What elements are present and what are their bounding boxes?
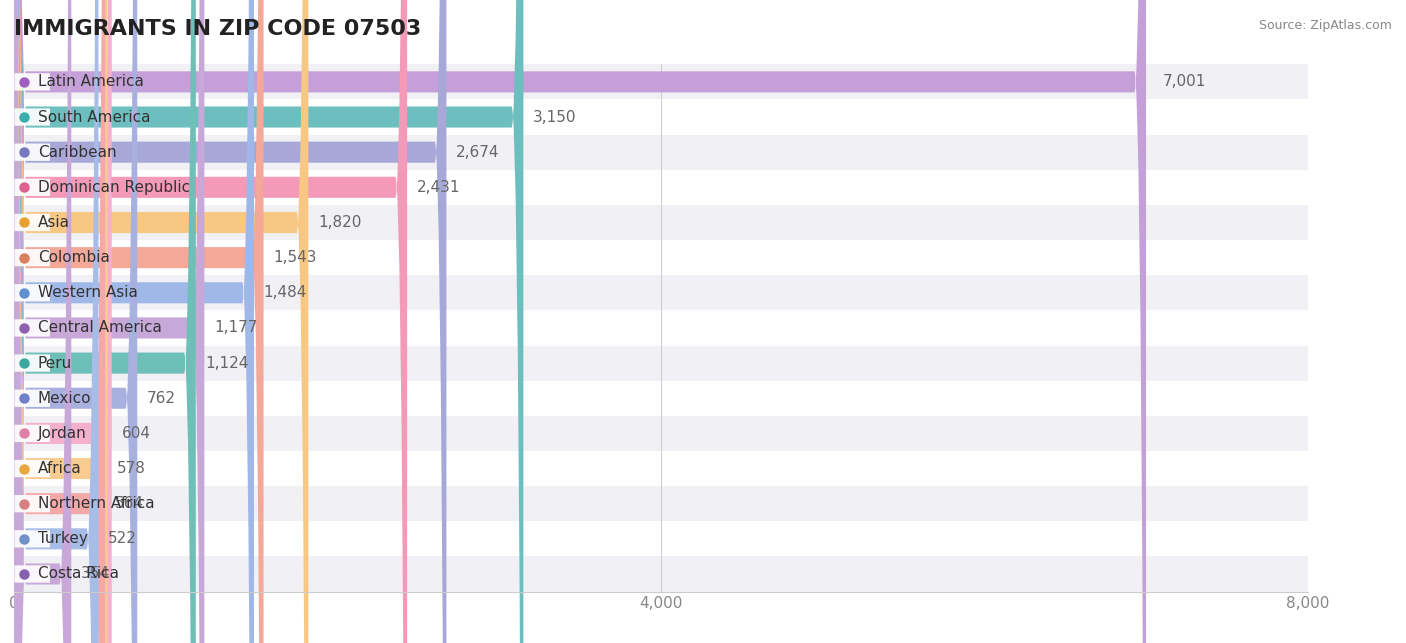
FancyBboxPatch shape (14, 0, 72, 643)
Text: Mexico: Mexico (38, 391, 91, 406)
Text: 522: 522 (108, 531, 136, 547)
Text: Northern Africa: Northern Africa (38, 496, 155, 511)
FancyBboxPatch shape (14, 390, 51, 407)
FancyBboxPatch shape (14, 565, 51, 583)
FancyBboxPatch shape (14, 0, 447, 643)
FancyBboxPatch shape (14, 0, 1146, 643)
Bar (14, 521, 1308, 556)
FancyBboxPatch shape (14, 0, 98, 643)
FancyBboxPatch shape (14, 354, 51, 372)
Bar (14, 240, 1308, 275)
Text: 564: 564 (115, 496, 143, 511)
Text: 3,150: 3,150 (533, 109, 576, 125)
Text: Costa Rica: Costa Rica (38, 566, 120, 581)
FancyBboxPatch shape (14, 143, 51, 161)
FancyBboxPatch shape (14, 214, 51, 231)
Text: Turkey: Turkey (38, 531, 87, 547)
Text: Asia: Asia (38, 215, 70, 230)
FancyBboxPatch shape (14, 284, 51, 302)
Text: 2,431: 2,431 (416, 180, 460, 195)
Text: 1,820: 1,820 (318, 215, 361, 230)
FancyBboxPatch shape (14, 0, 195, 643)
FancyBboxPatch shape (14, 425, 51, 442)
FancyBboxPatch shape (14, 0, 263, 643)
Text: 2,674: 2,674 (456, 145, 499, 159)
FancyBboxPatch shape (14, 0, 308, 643)
Bar (14, 311, 1308, 345)
FancyBboxPatch shape (14, 0, 111, 643)
Text: 1,177: 1,177 (214, 320, 257, 336)
Text: IMMIGRANTS IN ZIP CODE 07503: IMMIGRANTS IN ZIP CODE 07503 (14, 19, 422, 39)
Text: Source: ZipAtlas.com: Source: ZipAtlas.com (1258, 19, 1392, 32)
Text: 1,484: 1,484 (264, 285, 307, 300)
Bar (14, 416, 1308, 451)
Text: Africa: Africa (38, 461, 82, 476)
Bar (14, 134, 1308, 170)
Text: Central America: Central America (38, 320, 162, 336)
FancyBboxPatch shape (14, 460, 51, 477)
Bar (14, 100, 1308, 134)
Text: Jordan: Jordan (38, 426, 87, 441)
FancyBboxPatch shape (14, 0, 138, 643)
FancyBboxPatch shape (14, 0, 204, 643)
Bar (14, 205, 1308, 240)
Bar (14, 451, 1308, 486)
Text: 1,543: 1,543 (273, 250, 316, 265)
Text: 578: 578 (117, 461, 146, 476)
Text: Peru: Peru (38, 356, 72, 370)
FancyBboxPatch shape (14, 109, 51, 125)
FancyBboxPatch shape (14, 0, 105, 643)
FancyBboxPatch shape (14, 249, 51, 266)
Bar (14, 275, 1308, 311)
Bar (14, 486, 1308, 521)
Text: Dominican Republic: Dominican Republic (38, 180, 190, 195)
FancyBboxPatch shape (14, 320, 51, 336)
FancyBboxPatch shape (14, 179, 51, 196)
Text: 7,001: 7,001 (1163, 75, 1206, 89)
FancyBboxPatch shape (14, 73, 51, 91)
Bar (14, 345, 1308, 381)
FancyBboxPatch shape (14, 495, 51, 512)
Text: 354: 354 (82, 566, 110, 581)
Bar (14, 64, 1308, 100)
Text: Caribbean: Caribbean (38, 145, 117, 159)
Text: Latin America: Latin America (38, 75, 143, 89)
Text: Western Asia: Western Asia (38, 285, 138, 300)
FancyBboxPatch shape (14, 0, 523, 643)
Text: 604: 604 (121, 426, 150, 441)
Bar (14, 170, 1308, 205)
Bar (14, 556, 1308, 592)
Text: 1,124: 1,124 (205, 356, 249, 370)
FancyBboxPatch shape (14, 0, 254, 643)
Bar (14, 381, 1308, 416)
Text: South America: South America (38, 109, 150, 125)
FancyBboxPatch shape (14, 0, 408, 643)
Text: 762: 762 (148, 391, 176, 406)
FancyBboxPatch shape (14, 0, 107, 643)
FancyBboxPatch shape (14, 530, 51, 547)
Text: Colombia: Colombia (38, 250, 110, 265)
